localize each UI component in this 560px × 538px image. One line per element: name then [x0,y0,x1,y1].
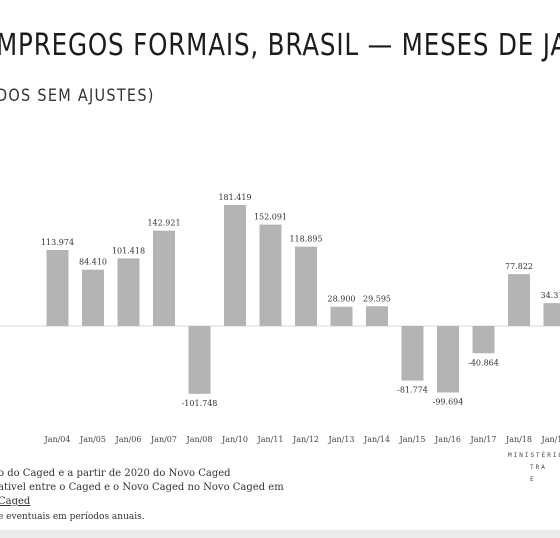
x-tick-label-5: Jan/08 [185,435,212,444]
bottom-strip [0,530,560,538]
data-label-11: -81.774 [397,386,428,395]
x-tick-label-9: Jan/13 [327,435,354,444]
data-label-3: 101.418 [112,246,145,255]
x-tick-label-1: Jan/04 [43,435,70,444]
ministry-line-3: E [530,476,536,483]
data-label-6: 181.419 [218,193,251,202]
bar-15 [543,303,560,326]
data-label-7: 152.091 [254,213,287,222]
data-label-14: 77.822 [505,262,533,271]
bar-1 [46,250,69,326]
bar-9 [330,306,353,326]
bar-2 [82,269,104,326]
footnote-line-2: ativel entre o Caged e o Novo Caged no N… [0,482,284,493]
x-tick-label-8: Jan/12 [292,435,319,444]
bar-10 [366,306,388,326]
data-label-13: -40.864 [468,358,499,367]
x-tick-label-12: Jan/16 [434,435,461,444]
ministry-line-1: MINISTÉRIO [508,452,560,459]
x-tick-label-4: Jan/07 [150,435,177,444]
data-label-4: 142.921 [147,219,180,228]
bar-8 [295,246,317,326]
x-tick-label-7: Jan/11 [256,435,283,444]
footnote-line-1: o do Caged e a partir de 2020 do Novo Ca… [0,468,231,479]
data-label-8: 118.895 [289,235,322,244]
bar-14 [508,274,530,326]
data-label-15: 34.313 [541,291,560,300]
bar-3 [117,258,140,326]
footnote-line-4: e eventuais em períodos anuais. [0,512,145,522]
data-label-1: 113.974 [41,238,74,247]
x-tick-label-15: Jan/19 [540,435,560,444]
bar-5 [188,326,211,394]
bar-11 [401,326,424,381]
ministry-line-2: TRA [530,464,547,471]
data-label-9: 28.900 [328,295,356,304]
x-tick-label-13: Jan/17 [469,435,496,444]
bar-13 [472,326,495,354]
x-tick-label-3: Jan/06 [114,435,141,444]
data-label-12: -99.694 [433,398,464,407]
chart-title: MPREGOS FORMAIS, BRASIL — MESES DE JA [0,28,560,63]
data-label-10: 29.595 [363,294,391,303]
data-label-5: -101.748 [182,399,218,408]
ministry-logo-text: MINISTÉRIO TRA E [508,450,560,486]
x-tick-label-2: Jan/05 [79,435,106,444]
x-tick-label-14: Jan/18 [505,435,532,444]
footnote-line-3: Caged [0,496,31,507]
bar-chart: 113.974 Jan/04 84.410 Jan/05 101.418 Jan/06 14… [0,193,560,444]
bar-7 [259,224,282,326]
x-tick-label-11: Jan/15 [398,435,425,444]
x-tick-label-6: Jan/10 [221,435,248,444]
chart-subtitle: DOS SEM AJUSTES) [0,86,155,106]
bar-12 [437,326,459,393]
data-label-2: 84.410 [79,258,107,267]
bar-6 [224,205,246,326]
x-tick-label-10: Jan/14 [363,435,390,444]
bar-4 [153,230,175,326]
